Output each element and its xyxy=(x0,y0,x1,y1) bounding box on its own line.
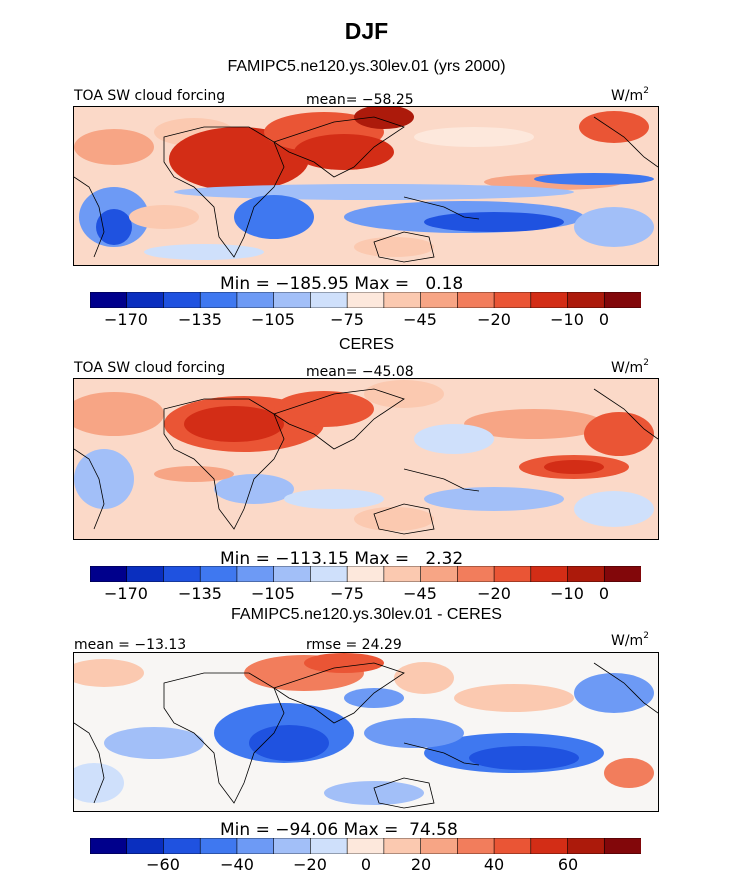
cb1-tick: 0 xyxy=(598,584,610,603)
colorbar-swatch xyxy=(493,292,532,308)
panel-model-colorbar-ticks: −170 −135 −105 −75 −45 −20 −10 0 xyxy=(90,310,641,330)
colorbar-swatch xyxy=(567,292,605,308)
colorbar-swatch xyxy=(126,292,165,308)
panel-diff-map-svg xyxy=(74,653,658,811)
cb1-tick: −45 xyxy=(403,584,437,603)
panel-diff-colorbar-svg xyxy=(90,838,641,854)
cb0-tick: −135 xyxy=(178,310,222,329)
colorbar-swatch xyxy=(273,292,311,308)
colorbar-swatch xyxy=(163,292,201,308)
cb2-tick: 0 xyxy=(360,855,372,874)
colorbar-swatch xyxy=(567,838,605,854)
colorbar-swatch xyxy=(310,566,348,582)
colorbar-swatch xyxy=(420,838,458,854)
colorbar-swatch xyxy=(236,566,275,582)
cb0-tick: −170 xyxy=(104,310,148,329)
cb2-tick: 60 xyxy=(557,855,579,874)
cb0-tick: −75 xyxy=(330,310,364,329)
colorbar-swatch xyxy=(530,838,569,854)
panel-model-colorbar-svg xyxy=(90,292,641,308)
panel-obs-left-label: TOA SW cloud forcing xyxy=(74,360,226,376)
colorbar-swatch xyxy=(603,292,641,308)
panel-obs-mean-label: mean= −45.08 xyxy=(306,364,414,380)
panel-obs-units: W/m2 xyxy=(611,358,649,376)
cb1-tick: −170 xyxy=(104,584,148,603)
panel-obs-map xyxy=(73,378,659,540)
colorbar-swatch xyxy=(273,838,311,854)
panel-model-units: W/m2 xyxy=(611,86,649,104)
colorbar-swatch xyxy=(90,838,128,854)
panel-model-minmax: Min = −185.95 Max = 0.18 xyxy=(220,274,464,294)
colorbar-swatch xyxy=(236,292,275,308)
cb2-tick: −40 xyxy=(220,855,254,874)
colorbar-swatch xyxy=(420,566,458,582)
cb1-tick: −10 xyxy=(550,584,584,603)
colorbar-swatch xyxy=(346,292,385,308)
panel-obs-colorbar-ticks: −170 −135 −105 −75 −45 −20 −10 0 xyxy=(90,584,641,604)
cb1-tick: −75 xyxy=(330,584,364,603)
colorbar-swatch xyxy=(236,838,275,854)
cb1-tick: −135 xyxy=(178,584,222,603)
colorbar-swatch xyxy=(603,566,641,582)
colorbar-swatch xyxy=(346,566,385,582)
panel-model-map-svg xyxy=(74,107,658,265)
colorbar-swatch xyxy=(126,838,165,854)
colorbar-swatch xyxy=(383,838,422,854)
panel-diff-colorbar-ticks: −60 −40 −20 0 20 40 60 xyxy=(90,855,641,875)
panel-diff-mean-label: mean = −13.13 xyxy=(74,637,187,653)
panel-model-mean-label: mean= −58.25 xyxy=(306,92,414,108)
cb0-tick: −105 xyxy=(251,310,295,329)
cb0-tick: −45 xyxy=(403,310,437,329)
cb2-tick: −20 xyxy=(293,855,327,874)
colorbar-swatch xyxy=(126,566,165,582)
panel-diff-map xyxy=(73,652,659,812)
panel-diff-colorbar xyxy=(90,838,641,854)
panel-diff-heading: FAMIPC5.ne120.ys.30lev.01 - CERES xyxy=(231,606,502,623)
panel-diff-units: W/m2 xyxy=(611,631,649,649)
colorbar-swatch xyxy=(383,566,422,582)
colorbar-swatch xyxy=(457,838,495,854)
panel-model-left-label: TOA SW cloud forcing xyxy=(74,88,226,104)
panel-obs-colorbar xyxy=(90,566,641,582)
colorbar-swatch xyxy=(457,566,495,582)
colorbar-swatch xyxy=(383,292,422,308)
cb2-tick: −60 xyxy=(146,855,180,874)
colorbar-swatch xyxy=(457,292,495,308)
colorbar-swatch xyxy=(310,838,348,854)
panel-obs-minmax: Min = −113.15 Max = 2.32 xyxy=(220,549,464,569)
panel-obs-map-svg xyxy=(74,379,658,539)
colorbar-swatch xyxy=(199,292,238,308)
cb0-tick: 0 xyxy=(598,310,610,329)
colorbar-swatch xyxy=(493,838,532,854)
colorbar-swatch xyxy=(346,838,385,854)
cb0-tick: −20 xyxy=(477,310,511,329)
colorbar-swatch xyxy=(603,838,641,854)
figure-subtitle: FAMIPC5.ne120.ys.30lev.01 (yrs 2000) xyxy=(227,58,506,75)
colorbar-swatch xyxy=(493,566,532,582)
panel-diff-rmse-label: rmse = 24.29 xyxy=(306,637,402,653)
colorbar-swatch xyxy=(310,292,348,308)
colorbar-swatch xyxy=(163,838,201,854)
cb1-tick: −20 xyxy=(477,584,511,603)
colorbar-swatch xyxy=(90,292,128,308)
colorbar-swatch xyxy=(530,292,569,308)
colorbar-swatch xyxy=(273,566,311,582)
cb2-tick: 40 xyxy=(483,855,505,874)
colorbar-swatch xyxy=(567,566,605,582)
panel-model-colorbar xyxy=(90,292,641,308)
colorbar-swatch xyxy=(199,566,238,582)
cb1-tick: −105 xyxy=(251,584,295,603)
figure-title: DJF xyxy=(344,18,389,44)
panel-obs-heading: CERES xyxy=(338,336,395,353)
colorbar-swatch xyxy=(199,838,238,854)
colorbar-swatch xyxy=(163,566,201,582)
panel-diff-minmax: Min = −94.06 Max = 74.58 xyxy=(220,820,458,840)
colorbar-swatch xyxy=(90,566,128,582)
panel-model-map xyxy=(73,106,659,266)
colorbar-swatch xyxy=(530,566,569,582)
cb0-tick: −10 xyxy=(550,310,584,329)
panel-obs-colorbar-svg xyxy=(90,566,641,582)
colorbar-swatch xyxy=(420,292,458,308)
cb2-tick: 20 xyxy=(410,855,432,874)
